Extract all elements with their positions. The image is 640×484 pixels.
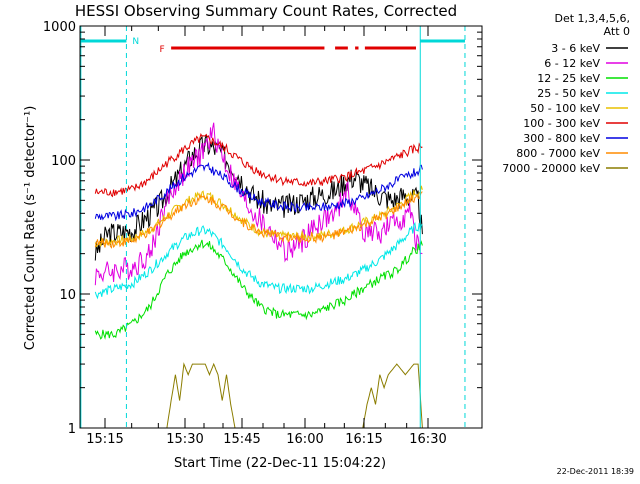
legend-label: 7000 - 20000 keV [502, 162, 600, 175]
legend-label: 6 - 12 keV [544, 57, 600, 70]
x-tick-label: 15:30 [166, 432, 203, 447]
x-tick-label: 15:45 [223, 432, 260, 447]
x-axis-label: Start Time (22-Dec-11 15:04:22) [174, 456, 386, 471]
series-line-1 [94, 134, 423, 261]
chart-title: HESSI Observing Summary Count Rates, Cor… [75, 2, 457, 20]
legend-label: 800 - 7000 keV [516, 147, 600, 160]
legend-header: Att 0 [604, 25, 630, 38]
legend-header: Det 1,3,4,5,6, [554, 12, 630, 25]
y-tick-label: 1000 [43, 20, 76, 35]
legend-label: 25 - 50 keV [537, 87, 600, 100]
series-line-7 [94, 162, 423, 222]
legend: Det 1,3,4,5,6,Att 0 3 - 6 keV 6 - 12 keV 12… [502, 12, 630, 175]
series-line-4 [94, 221, 423, 300]
y-tick-label: 1 [68, 422, 76, 437]
y-axis-label: Corrected Count Rate (s⁻¹ detector⁻¹) [23, 106, 38, 351]
legend-label: 300 - 800 keV [523, 132, 600, 145]
series-line-9 [95, 362, 423, 429]
x-tick-label: 16:00 [286, 432, 323, 447]
series-line-3 [94, 239, 423, 340]
series-line-8 [94, 191, 423, 249]
legend-label: 12 - 25 keV [537, 72, 600, 85]
footer-date: 22-Dec-2011 18:39 [557, 467, 634, 476]
series-line-6 [94, 133, 423, 198]
legend-label: 3 - 6 keV [551, 42, 600, 55]
legend-label: 50 - 100 keV [530, 102, 600, 115]
x-tick-label: 16:30 [409, 432, 446, 447]
series-line-2 [94, 122, 423, 286]
legend-label: 100 - 300 keV [523, 117, 600, 130]
night-label: N [132, 37, 139, 47]
x-tick-label: 15:15 [86, 432, 123, 447]
y-tick-label: 10 [59, 288, 76, 303]
plot-frame [79, 25, 483, 429]
flare-label: F [160, 45, 165, 55]
y-tick-label: 100 [51, 154, 76, 169]
x-tick-label: 16:15 [345, 432, 382, 447]
